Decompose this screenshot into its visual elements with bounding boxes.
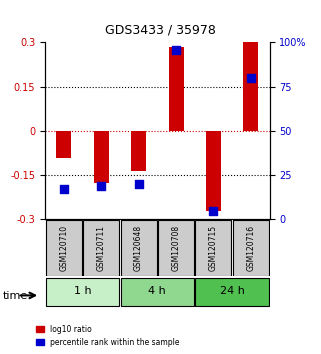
FancyBboxPatch shape bbox=[121, 278, 194, 306]
Point bbox=[99, 183, 104, 189]
Text: GSM120710: GSM120710 bbox=[59, 225, 68, 271]
Bar bbox=[94, 131, 108, 183]
FancyBboxPatch shape bbox=[195, 220, 231, 275]
Bar bbox=[56, 131, 71, 158]
Bar bbox=[131, 131, 146, 171]
Point bbox=[211, 208, 216, 213]
FancyBboxPatch shape bbox=[46, 278, 119, 306]
FancyBboxPatch shape bbox=[158, 220, 194, 275]
Text: 24 h: 24 h bbox=[220, 286, 245, 296]
Legend: log10 ratio, percentile rank within the sample: log10 ratio, percentile rank within the … bbox=[36, 325, 179, 347]
Text: GSM120711: GSM120711 bbox=[97, 225, 106, 271]
FancyBboxPatch shape bbox=[121, 220, 157, 275]
Text: GDS3433 / 35978: GDS3433 / 35978 bbox=[105, 23, 216, 36]
FancyBboxPatch shape bbox=[83, 220, 119, 275]
Text: 1 h: 1 h bbox=[74, 286, 91, 296]
Point bbox=[248, 75, 254, 81]
Text: 4 h: 4 h bbox=[148, 286, 166, 296]
FancyBboxPatch shape bbox=[233, 220, 269, 275]
Point bbox=[61, 187, 66, 192]
Text: GSM120716: GSM120716 bbox=[247, 225, 256, 271]
Point bbox=[136, 181, 141, 187]
FancyBboxPatch shape bbox=[46, 220, 82, 275]
FancyBboxPatch shape bbox=[195, 278, 269, 306]
Bar bbox=[169, 47, 184, 131]
Point bbox=[173, 47, 178, 52]
Bar bbox=[243, 42, 258, 131]
Text: GSM120715: GSM120715 bbox=[209, 225, 218, 271]
Text: GSM120648: GSM120648 bbox=[134, 225, 143, 271]
Text: time: time bbox=[3, 291, 29, 301]
Text: GSM120708: GSM120708 bbox=[171, 225, 180, 271]
Bar bbox=[206, 131, 221, 211]
